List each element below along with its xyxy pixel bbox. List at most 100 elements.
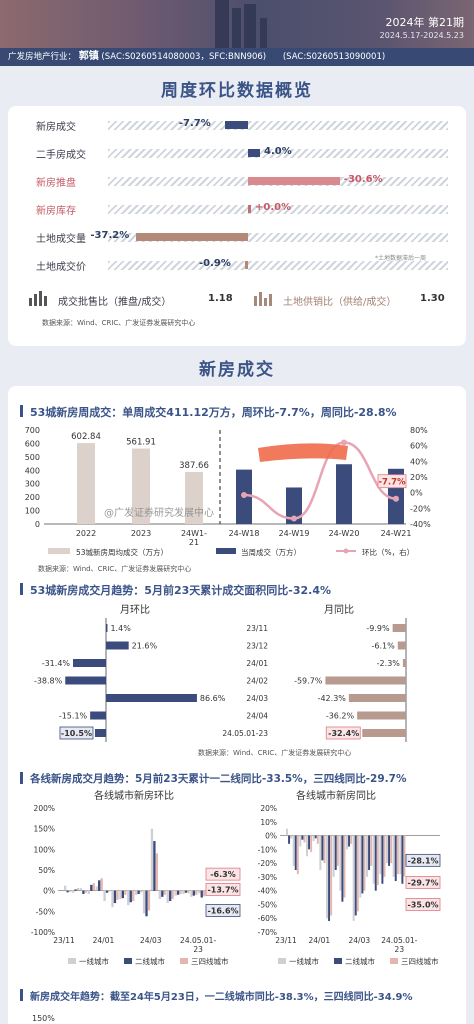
overview-value: -37.2% [90, 230, 130, 241]
yoy-label: -6.1% [372, 642, 396, 651]
tier-bar [74, 889, 77, 891]
y-tick: -60% [258, 914, 277, 923]
avg-bar [185, 471, 203, 524]
skyline-building [215, 0, 229, 48]
tier-bar [288, 835, 291, 844]
y-tick: 150% [34, 825, 55, 834]
overview-row-track [108, 149, 448, 158]
yoy-title: 月同比 [324, 605, 354, 616]
month-label: 23/12 [246, 642, 268, 651]
tier-bar [323, 835, 326, 864]
tier-bar [296, 835, 299, 875]
tier-bar [368, 835, 371, 870]
overview-source: 数据来源：Wind、CRIC、广发证券发展研究中心 [42, 319, 196, 327]
annual-headline-text: 新房成交年趋势：截至24年5月23日，一二线城市同比-38.3%，三四线同比-3… [30, 992, 413, 1003]
tier-bar [346, 835, 348, 850]
tier-bar [396, 835, 399, 875]
weekly-source: 数据来源：Wind、CRIC、广发证券发展研究中心 [38, 565, 192, 573]
legend-swatch [334, 958, 342, 964]
overview-bar [224, 121, 248, 129]
x-tick-label: 24.05.01- [180, 936, 216, 945]
overview-bar [136, 233, 248, 241]
overview-bar [245, 261, 248, 269]
overview-bar [248, 149, 260, 157]
x-tick-label: 21 [189, 538, 199, 547]
tier-bar [147, 890, 151, 911]
x-tick-label: 23 [395, 945, 405, 954]
y-tick: -30% [258, 873, 277, 882]
overview-card: 新房成交 -7.7% 二手房成交 4.0% 新房推盘 -30.6% 新房库存 +0.0% 土地成… [8, 106, 466, 346]
tier-label: -13.7% [207, 885, 238, 894]
author-name: 郭镇 [78, 51, 99, 62]
tier-bar [155, 853, 159, 891]
yoy-label: -36.2% [326, 712, 355, 721]
accent-bar [20, 583, 23, 595]
tier-bar [316, 835, 319, 844]
x-tick-label: 23/11 [275, 936, 297, 945]
tier-bar [200, 890, 203, 898]
tier-bar [383, 835, 386, 877]
tier-bar [66, 890, 69, 893]
overview-bar [248, 177, 340, 185]
tier-bar [312, 835, 315, 842]
y-tick-right: 20% [410, 473, 428, 482]
tier-bar [158, 890, 161, 899]
tier-bar [356, 835, 359, 912]
week-bar [286, 487, 302, 524]
legend-label: 一线城市 [289, 956, 319, 966]
tier-bar [82, 890, 85, 894]
overview-bar [248, 205, 251, 213]
y-tick: 0% [265, 832, 277, 841]
overview-row-label: 新房库存 [36, 206, 76, 217]
tier-label: -35.0% [407, 900, 438, 909]
overview-row-label: 新房推盘 [36, 178, 76, 189]
legend-swatch-avg [48, 548, 70, 554]
tier-bar [150, 828, 154, 891]
tier-bar [388, 835, 391, 866]
y-tick: -10% [258, 845, 277, 854]
avg-bar [77, 443, 95, 524]
y-tick-left: 0 [35, 520, 40, 529]
data-label: 602.84 [71, 432, 101, 442]
tier-bar [137, 890, 140, 894]
overview-row-label: 二手房成交 [36, 150, 86, 161]
y-tick-left: 500 [25, 453, 40, 462]
legend-label: 二线城市 [135, 956, 165, 966]
tier-bar [113, 890, 117, 904]
x-tick-label: 24.05.01- [381, 936, 417, 945]
tier-bar [68, 890, 72, 892]
overview-value: -30.6% [343, 174, 383, 185]
tier-bar [292, 835, 295, 866]
overview-row-track [108, 233, 448, 242]
header-banner: 2024年 第21期 2024.5.17-2024.5.23 [0, 0, 474, 48]
tier-bar [310, 835, 313, 853]
tier-bar [135, 890, 138, 895]
y-tick: -50% [36, 907, 55, 916]
x-tick-label: 23 [193, 945, 203, 954]
tier-bar [294, 835, 297, 870]
mom-label: 86.6% [200, 694, 226, 703]
label-box [205, 867, 241, 881]
tier-headline: 各线新房成交月趋势：5月前23天累计一二线同比-33.5%，三四线同比-29.7… [20, 771, 407, 786]
tier-bar [286, 828, 288, 836]
legend-swatch [278, 958, 286, 964]
weekly-headline: 53城新房周成交：单周成交411.12万方，周环比-7.7%，周同比-28.8% [20, 404, 397, 420]
tier-bar [299, 835, 302, 847]
mom-bar [106, 624, 108, 632]
author-ids: (SAC:S0260514080003，SFC:BNN906) [101, 52, 267, 62]
tier-bar [348, 835, 351, 847]
land-bar-icon [254, 292, 272, 306]
mom-label: -10.5% [61, 729, 92, 738]
monthly-headline-text: 53城新房成交月趋势：5月前23天累计成交面积同比-32.4% [30, 584, 331, 597]
section2-title: 新房成交 [199, 360, 275, 380]
y-tick-right: -20% [410, 504, 431, 513]
y-tick: -40% [258, 887, 277, 896]
tier-bar [139, 890, 143, 893]
legend-swatch [390, 958, 398, 964]
tier-bar [142, 890, 146, 914]
tier-bar [334, 835, 337, 870]
y-tick-right: -40% [410, 520, 431, 529]
authors-bar: 广发房地产行业： 郭镇 (SAC:S0260514080003，SFC:BNN9… [0, 48, 474, 66]
kpi2-value: 1.30 [420, 293, 445, 304]
overview-row-label: 土地成交量 [36, 234, 86, 245]
